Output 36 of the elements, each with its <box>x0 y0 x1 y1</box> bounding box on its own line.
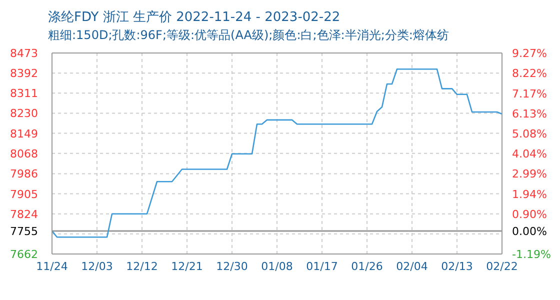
y2-tick-label: 0.90% <box>512 208 547 221</box>
x-tick-label: 01/26 <box>351 260 383 273</box>
y2-tick-label: -1.19% <box>512 248 551 261</box>
chart-title: 涤纶FDY 浙江 生产价 2022-11-24 - 2023-02-22 <box>47 9 342 27</box>
x-tick-label: 02/04 <box>396 260 428 273</box>
y-tick-label: 8230 <box>10 107 38 120</box>
y-tick-label: 7824 <box>10 208 38 221</box>
y2-tick-label: 4.04% <box>512 148 547 160</box>
y2-tick-label: 6.13% <box>512 107 547 120</box>
x-tick-label: 12/12 <box>126 260 158 273</box>
x-tick-label: 01/08 <box>261 260 293 273</box>
x-tick-label: 01/17 <box>306 260 338 273</box>
y-tick-label: 7986 <box>10 168 38 181</box>
y2-tick-label: 0.00% <box>512 225 547 238</box>
y-tick-label: 7755 <box>10 224 38 238</box>
y2-tick-label: 7.17% <box>512 87 547 100</box>
y-tick-label: 7905 <box>10 188 38 201</box>
y2-tick-label: 8.22% <box>512 67 547 80</box>
y2-tick-label: 9.27% <box>512 47 547 60</box>
y2-tick-label: 5.08% <box>512 128 547 141</box>
y-tick-label: 7662 <box>10 248 38 261</box>
y2-tick-label: 1.94% <box>512 188 547 201</box>
x-tick-label: 12/03 <box>81 260 113 273</box>
y-tick-label: 8392 <box>10 67 38 80</box>
line-series <box>52 68 502 238</box>
x-tick-label: 02/22 <box>486 260 518 273</box>
y-tick-label: 8311 <box>10 87 38 100</box>
y2-tick-label: 2.99% <box>512 168 547 181</box>
x-tick-label: 12/21 <box>171 260 203 273</box>
y-tick-label: 8473 <box>10 47 38 60</box>
x-tick-label: 11/24 <box>36 260 68 273</box>
chart-subtitle: 粗细:150D;孔数:96F;等级:优等品(AA级);颜色:白;色泽:半消光;分类:熔体纺 <box>47 27 450 44</box>
y-tick-label: 8149 <box>10 127 38 140</box>
x-tick-label: 12/30 <box>216 260 248 273</box>
x-tick-label: 02/13 <box>441 260 473 273</box>
y-tick-label: 8068 <box>10 147 38 160</box>
